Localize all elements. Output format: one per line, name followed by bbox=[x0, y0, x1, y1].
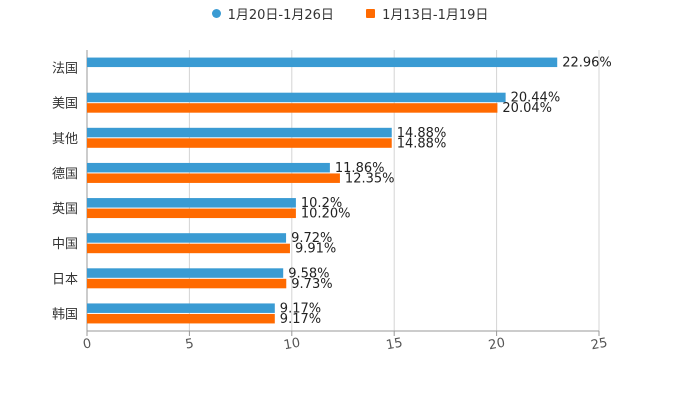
data-label-s1-0: 22.96% bbox=[562, 56, 612, 71]
legend-label-series-1: 1月20日-1月26日 bbox=[227, 8, 334, 23]
y-category-label-4: 英国 bbox=[52, 202, 78, 217]
bar-s1-7 bbox=[87, 303, 275, 313]
x-tick-label-15: 15 bbox=[385, 336, 404, 354]
legend-item-series-2[interactable]: 1月13日-1月19日 bbox=[366, 4, 488, 23]
x-tick-label-20: 20 bbox=[487, 336, 506, 354]
y-category-label-1: 美国 bbox=[52, 97, 78, 112]
data-label-s1-1: 20.44% bbox=[511, 91, 561, 106]
chart-legend: 1月20日-1月26日 1月13日-1月19日 bbox=[0, 4, 700, 23]
bar-s1-4 bbox=[87, 198, 296, 208]
legend-label-series-2: 1月13日-1月19日 bbox=[382, 8, 489, 23]
data-label-s2-3: 12.35% bbox=[345, 171, 395, 186]
y-category-label-6: 日本 bbox=[52, 272, 78, 287]
data-label-s2-2: 14.88% bbox=[397, 136, 447, 151]
bar-s1-5 bbox=[87, 233, 287, 243]
bar-s2-5 bbox=[87, 243, 290, 254]
data-label-s1-7: 9.17% bbox=[280, 301, 321, 316]
data-label-s2-7: 9.17% bbox=[280, 312, 321, 327]
x-tick-label-10: 10 bbox=[283, 336, 302, 354]
data-label-s1-4: 10.2% bbox=[301, 196, 342, 211]
bar-s1-2 bbox=[87, 127, 392, 138]
data-label-s1-2: 14.88% bbox=[397, 126, 447, 141]
y-category-label-5: 中国 bbox=[52, 237, 78, 252]
bar-s2-7 bbox=[87, 313, 275, 324]
bar-s2-3 bbox=[87, 173, 340, 183]
y-category-label-7: 韩国 bbox=[52, 307, 78, 322]
bar-s1-6 bbox=[87, 268, 284, 278]
y-category-label-3: 德国 bbox=[52, 167, 78, 182]
legend-marker-series-2 bbox=[366, 9, 376, 18]
data-label-s2-5: 9.91% bbox=[295, 242, 336, 257]
x-tick-label-25: 25 bbox=[590, 336, 609, 354]
legend-marker-series-1 bbox=[211, 9, 221, 18]
data-label-s2-6: 9.73% bbox=[291, 277, 332, 292]
legend-item-series-1[interactable]: 1月20日-1月26日 bbox=[211, 4, 334, 23]
bar-s1-3 bbox=[87, 162, 330, 173]
bar-s2-1 bbox=[87, 103, 498, 113]
x-tick-label-5: 5 bbox=[184, 336, 195, 352]
x-tick-label-0: 0 bbox=[82, 336, 93, 352]
data-label-s2-4: 10.20% bbox=[301, 207, 351, 222]
bar-s1-0 bbox=[87, 57, 558, 68]
data-label-s2-1: 20.04% bbox=[502, 101, 552, 116]
bar-s2-2 bbox=[87, 138, 392, 148]
y-category-label-2: 其他 bbox=[52, 132, 78, 147]
bar-s1-1 bbox=[87, 92, 506, 103]
y-category-label-0: 法国 bbox=[52, 62, 78, 77]
bar-s2-4 bbox=[87, 208, 296, 219]
data-label-s1-6: 9.58% bbox=[288, 266, 329, 281]
bar-s2-6 bbox=[87, 278, 287, 289]
data-label-s1-5: 9.72% bbox=[291, 231, 332, 246]
data-label-s1-3: 11.86% bbox=[335, 161, 385, 176]
